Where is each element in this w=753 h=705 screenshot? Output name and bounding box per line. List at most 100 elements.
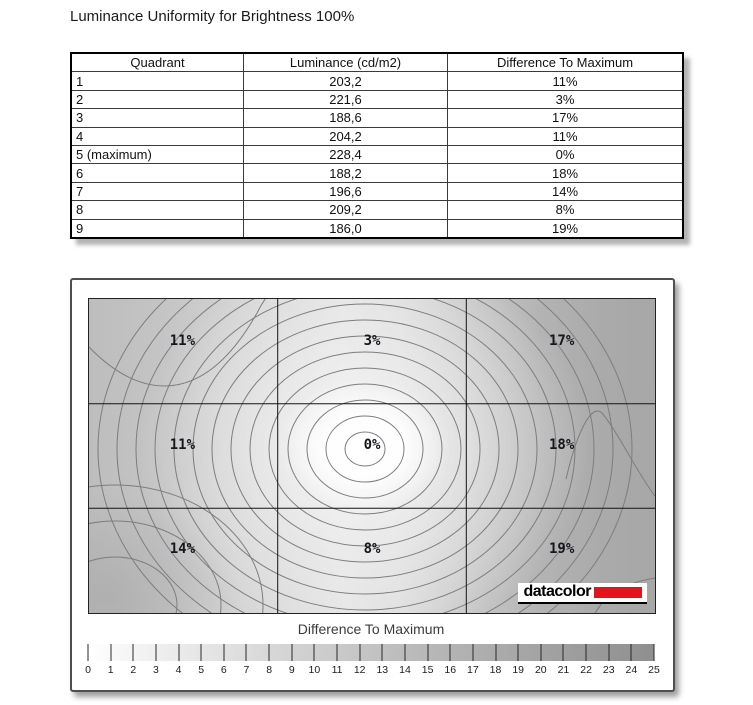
table-cell: 3: [70, 108, 244, 128]
luminance-table: Quadrant Luminance (cd/m2) Difference To…: [70, 52, 684, 239]
table-cell: 7: [70, 181, 244, 202]
colorbar-tick-number: 20: [534, 664, 547, 676]
colorbar-tick: [495, 644, 497, 661]
colorbar-tick-number: 16: [444, 664, 457, 676]
cell-difference-label: 11%: [169, 437, 196, 453]
cell-difference-label: 11%: [169, 333, 196, 350]
colorbar-tick: [359, 644, 361, 661]
colorbar-gradient: [87, 644, 655, 661]
colorbar-tick-number: 19: [512, 664, 524, 676]
colorbar-tick: [540, 644, 542, 661]
colorbar-tick: [313, 644, 315, 661]
table-cell: 4: [70, 126, 244, 146]
colorbar-tick-number: 3: [152, 664, 159, 676]
table-cell: 3%: [447, 89, 684, 110]
colorbar-tick-number: 21: [557, 664, 570, 676]
table-cell: 188,2: [243, 163, 448, 183]
colorbar-tick-number: 7: [243, 664, 250, 676]
colorbar-tick: [562, 644, 564, 661]
cell-difference-label: 17%: [548, 333, 575, 350]
colorbar-tick-number: 23: [602, 664, 615, 676]
colorbar-tick: [630, 644, 632, 661]
luminance-table-body: 1 203,2 11% 2 221,6 3% 3 188,6 17% 4 204,2 11% 5 (ma…: [70, 71, 684, 239]
header-quadrant: Quadrant: [70, 52, 244, 73]
contour-lines: [89, 299, 655, 613]
cell-difference-label: 3%: [363, 333, 381, 350]
table-cell: 0%: [447, 144, 684, 165]
table-cell: 6: [70, 163, 244, 183]
colorbar-tick: [87, 644, 89, 661]
colorbar-tick: [200, 644, 202, 661]
table-row: 7 196,6 14%: [70, 181, 684, 202]
table-cell: 9: [70, 218, 244, 239]
colorbar-tick: [132, 644, 134, 661]
cell-difference-label: 0%: [363, 437, 381, 453]
colorbar-tick: [608, 644, 610, 661]
table-header-row: Quadrant Luminance (cd/m2) Difference To…: [70, 52, 684, 73]
colorbar-tick: [291, 644, 293, 661]
colorbar-tick: [653, 644, 655, 661]
colorbar-tick-number: 22: [580, 664, 592, 676]
colorbar-tick-number: 9: [288, 664, 295, 676]
table-cell: 8: [70, 200, 244, 220]
cell-difference-label: 8%: [363, 540, 381, 557]
luminance-table-header: Quadrant Luminance (cd/m2) Difference To…: [70, 52, 684, 73]
table-cell: 18%: [447, 163, 684, 183]
cell-difference-label: 18%: [548, 437, 575, 453]
colorbar-tick: [336, 644, 338, 661]
table-cell: 14%: [447, 181, 684, 202]
uniformity-plot-frame: 11% 3% 17% 11% 0% 18% 14% 8% 19% datacolor Diffe…: [70, 278, 675, 692]
colorbar-tick: [381, 644, 383, 661]
datacolor-logo-red-bar: [594, 586, 642, 598]
table-cell: 11%: [447, 71, 684, 91]
colorbar-tick: [585, 644, 587, 661]
table-cell: 188,6: [243, 108, 448, 128]
colorbar-tick-number: 17: [467, 664, 479, 676]
colorbar-tick-labels: 0 1 2 3 4 5 6 7 8 9 10 11 12 13 14 15 16 17 18 19 20 21 22 23 24…: [85, 664, 660, 676]
colorbar-tick-number: 0: [85, 664, 91, 676]
cell-difference-label: 19%: [548, 540, 575, 557]
table-row: 8 209,2 8%: [70, 200, 684, 220]
colorbar-tick-number: 10: [308, 664, 321, 676]
table-cell: 2: [70, 89, 244, 110]
colorbar-tick-number: 13: [376, 664, 389, 676]
table-cell: 186,0: [243, 218, 448, 239]
colorbar-tick-number: 1: [107, 664, 114, 676]
colorbar-tick-number: 8: [266, 664, 273, 676]
colorbar-tick-number: 11: [331, 664, 343, 676]
table-row: 2 221,6 3%: [70, 89, 684, 110]
table-cell: 17%: [447, 108, 684, 128]
table-cell: 204,2: [243, 126, 448, 146]
cell-difference-label: 14%: [169, 540, 196, 557]
header-luminance: Luminance (cd/m2): [243, 52, 448, 73]
table-cell: 203,2: [243, 71, 448, 91]
table-row: 6 188,2 18%: [70, 163, 684, 183]
table-cell: 196,6: [243, 181, 448, 202]
header-difference: Difference To Maximum: [447, 52, 684, 73]
colorbar-tick: [245, 644, 247, 661]
colorbar-tick: [449, 644, 451, 661]
colorbar-tick-number: 18: [489, 664, 502, 676]
table-cell: 209,2: [243, 200, 448, 220]
colorbar-tick-number: 5: [198, 664, 205, 676]
colorbar-tick-number: 12: [353, 664, 366, 676]
colorbar-tick: [427, 644, 429, 661]
table-cell: 228,4: [243, 144, 448, 165]
table-cell: 11%: [447, 126, 684, 146]
colorbar-tick: [178, 644, 180, 661]
colorbar-tick: [155, 644, 157, 661]
colorbar-tick: [268, 644, 270, 661]
table-row: 9 186,0 19%: [70, 218, 684, 239]
colorbar-tick-number: 4: [175, 664, 182, 676]
colorbar-tick: [223, 644, 225, 661]
colorbar-tick-number: 24: [625, 664, 638, 676]
uniformity-contour-plot: 11% 3% 17% 11% 0% 18% 14% 8% 19% datacolor: [88, 298, 656, 614]
table-cell: 5 (maximum): [70, 144, 244, 165]
table-row: 5 (maximum) 228,4 0%: [70, 144, 684, 165]
colorbar-tick: [517, 644, 519, 661]
colorbar-tick-number: 14: [399, 664, 411, 676]
page-title: Luminance Uniformity for Brightness 100%: [70, 8, 355, 25]
datacolor-logo-text: datacolor: [523, 583, 591, 600]
colorbar-tick: [472, 644, 474, 661]
